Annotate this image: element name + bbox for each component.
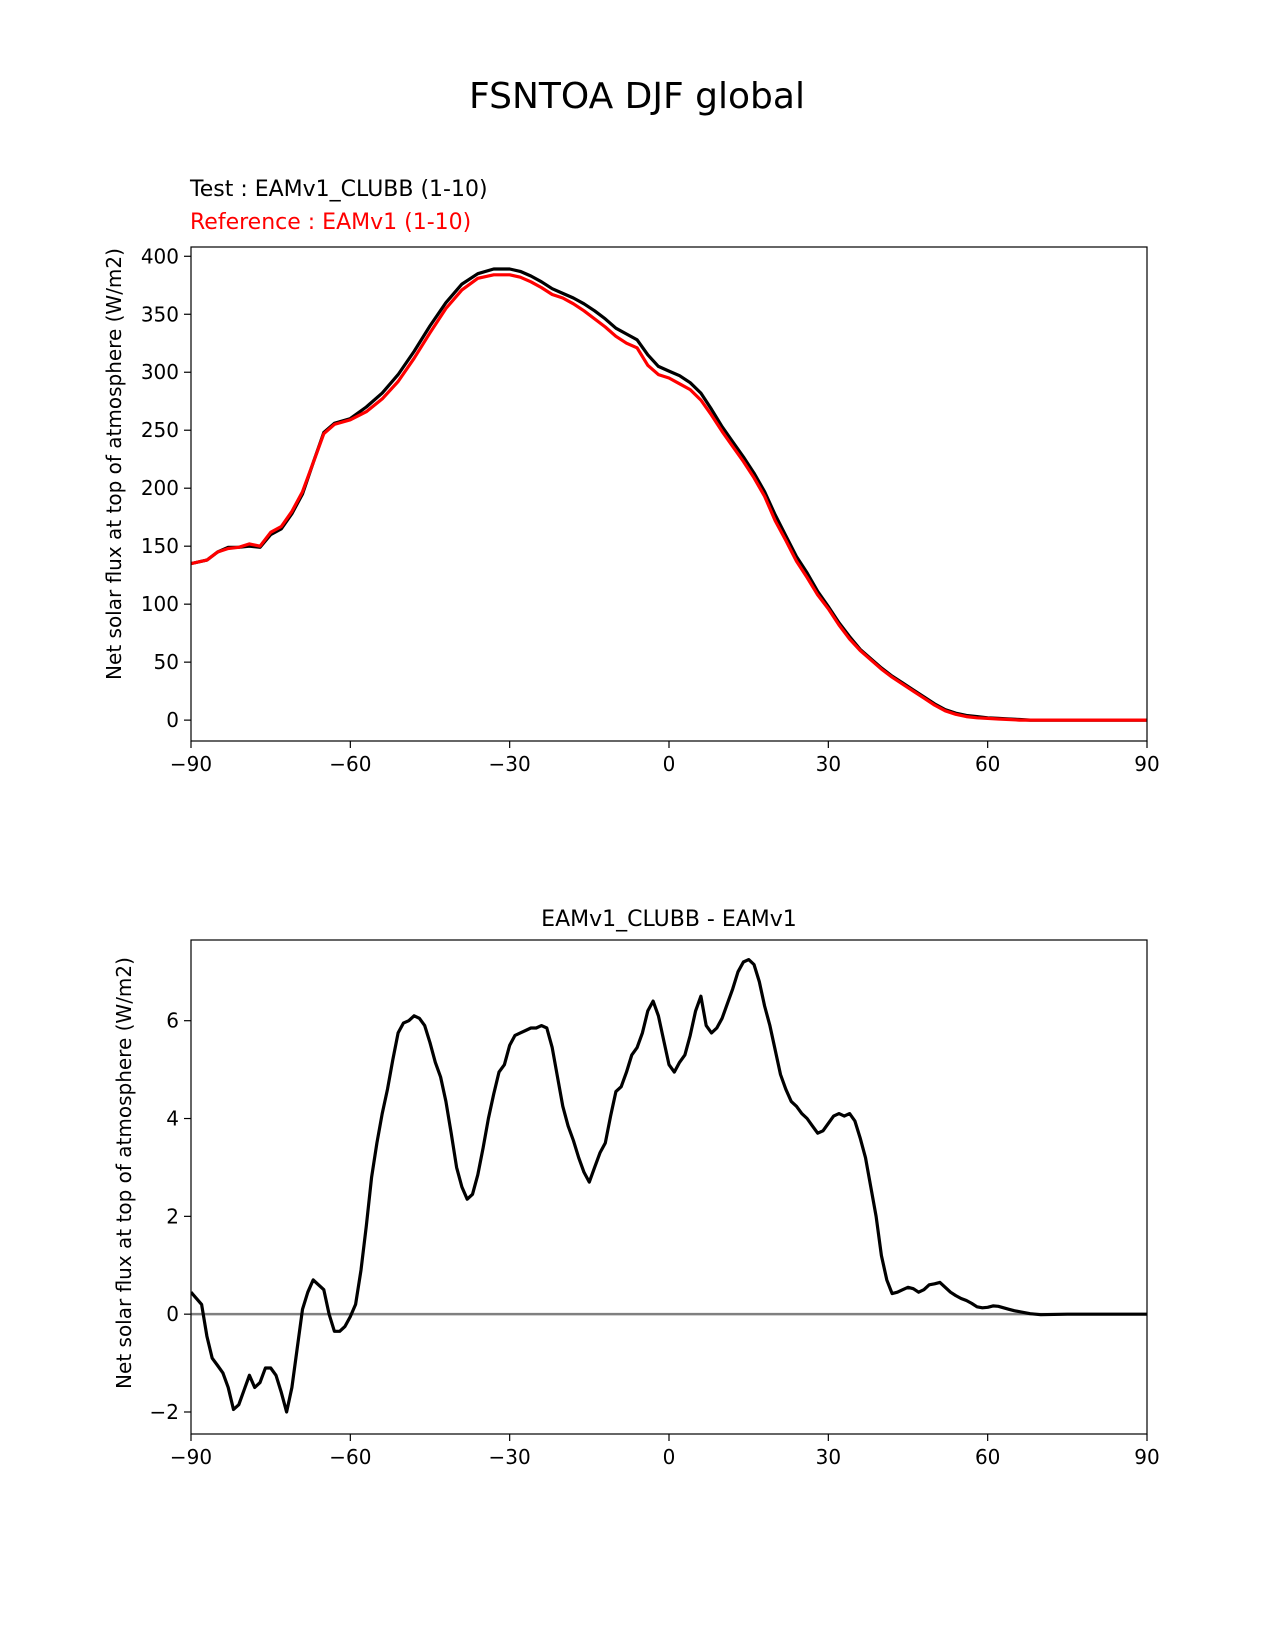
figure-title: FSNTOA DJF global (469, 76, 805, 117)
x-tick-label: 0 (663, 1445, 676, 1469)
x-tick-label: −30 (489, 752, 531, 776)
y-tick-label: −2 (150, 1400, 179, 1424)
x-tick-label: −30 (489, 1445, 531, 1469)
y-tick-label: 150 (141, 534, 179, 558)
x-tick-label: −60 (329, 1445, 371, 1469)
x-tick-label: 30 (816, 752, 841, 776)
axes-frame (190, 939, 1148, 1435)
axes-frame (190, 246, 1148, 742)
x-tick-label: −60 (329, 752, 371, 776)
y-tick-label: 4 (166, 1107, 179, 1131)
y-tick-label: 100 (141, 592, 179, 616)
subtitle-reference: Reference : EAMv1 (1-10) (190, 210, 471, 235)
y-tick-label: 250 (141, 418, 179, 442)
series-line-0 (191, 267, 1147, 722)
y-tick-label: 350 (141, 302, 179, 326)
y-tick-label: 200 (141, 476, 179, 500)
y-tick-label: 2 (166, 1204, 179, 1228)
x-tick-label: 90 (1134, 752, 1159, 776)
subtitle-test: Test : EAMv1_CLUBB (1-10) (189, 177, 488, 202)
x-tick-label: 30 (816, 1445, 841, 1469)
y-tick-label: 0 (166, 1302, 179, 1326)
tick-group: −90 −60 −30 0 30 60 90 0 50 100 150 200 250 300 350 400 (141, 244, 1160, 776)
series-line-1 (191, 273, 1147, 722)
x-tick-label: 60 (975, 1445, 1000, 1469)
line-group (191, 958, 1147, 1414)
y-axis-label: Net solar flux at top of atmosphere (W/m… (102, 248, 126, 680)
difference-title: EAMv1_CLUBB - EAMv1 (541, 907, 797, 932)
x-tick-label: −90 (170, 1445, 212, 1469)
x-tick-label: −90 (170, 752, 212, 776)
line-group (191, 267, 1147, 722)
x-tick-label: 60 (975, 752, 1000, 776)
x-tick-label: 90 (1134, 1445, 1159, 1469)
y-tick-label: 0 (166, 708, 179, 732)
y-tick-label: 50 (154, 650, 179, 674)
tick-group: −90 −60 −30 0 30 60 90 −2 0 2 4 6 (150, 1009, 1160, 1469)
y-axis-label: Net solar flux at top of atmosphere (W/m… (112, 957, 136, 1389)
y-tick-label: 6 (166, 1009, 179, 1033)
bottom-panel: EAMv1_CLUBB - EAMv1 Net solar flux at to… (112, 907, 1160, 1469)
y-tick-label: 300 (141, 360, 179, 384)
y-tick-label: 400 (141, 244, 179, 268)
top-panel: Test : EAMv1_CLUBB (1-10) Reference : EA… (102, 177, 1160, 776)
x-tick-label: 0 (663, 752, 676, 776)
series-line-0 (191, 958, 1147, 1414)
